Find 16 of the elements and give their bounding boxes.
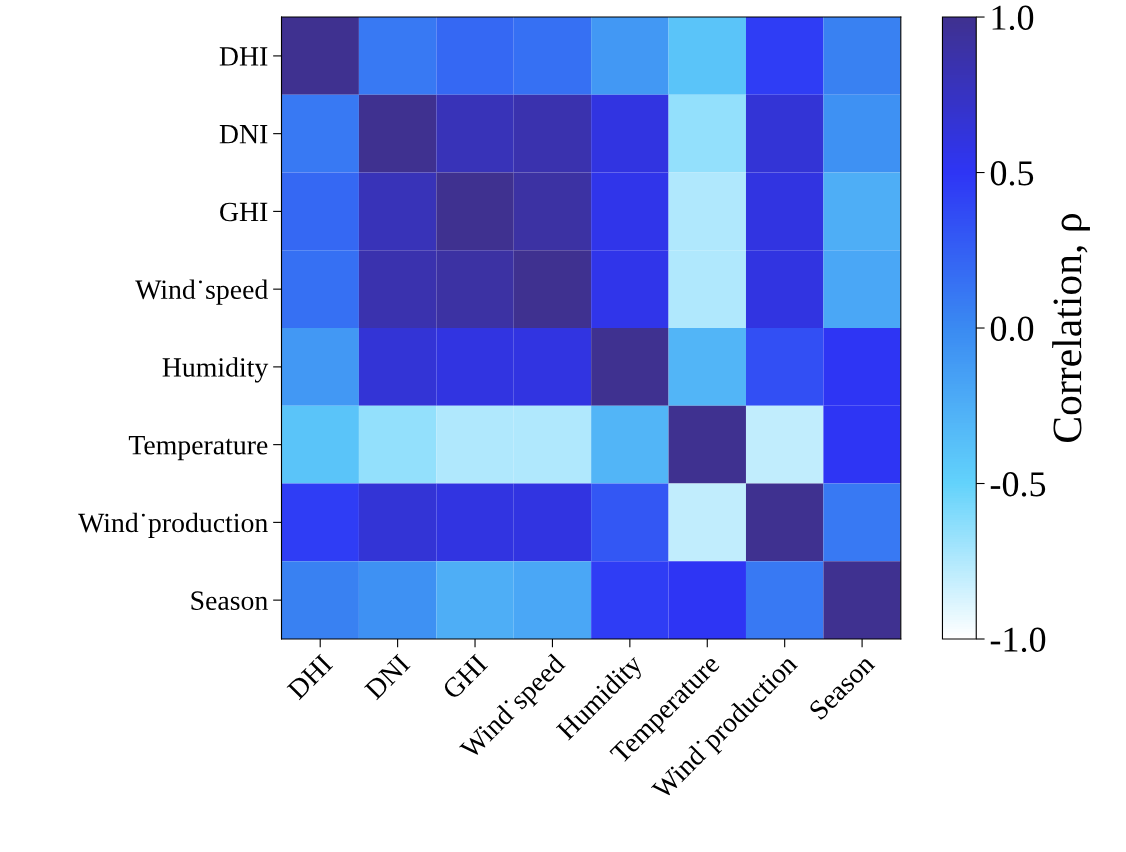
x-tick-label: DHI — [286, 653, 334, 701]
y-tick-label: Temperature — [128, 436, 268, 461]
y-tick-label: GHI — [220, 202, 268, 222]
color-bar-label: 0.0 — [990, 316, 1034, 342]
color-bar-label: -0.5 — [990, 472, 1046, 497]
y-tick-label: Wind˙production — [78, 512, 268, 538]
color-bar-label: -1.0 — [990, 627, 1046, 653]
color-bar-label: 0.5 — [990, 161, 1034, 186]
y-tick-label: Season — [191, 591, 268, 611]
y-tick-label: Wind˙speed — [135, 279, 268, 305]
y-tick-label: DHI — [219, 47, 268, 66]
color-bar-label: 1.0 — [992, 5, 1034, 31]
color-bar-title: Correlation, ρ — [1052, 214, 1090, 442]
y-tick-label: DNI — [219, 125, 268, 144]
x-tick-label: DNI — [364, 653, 411, 701]
y-tick-label: Humidity — [162, 357, 269, 383]
